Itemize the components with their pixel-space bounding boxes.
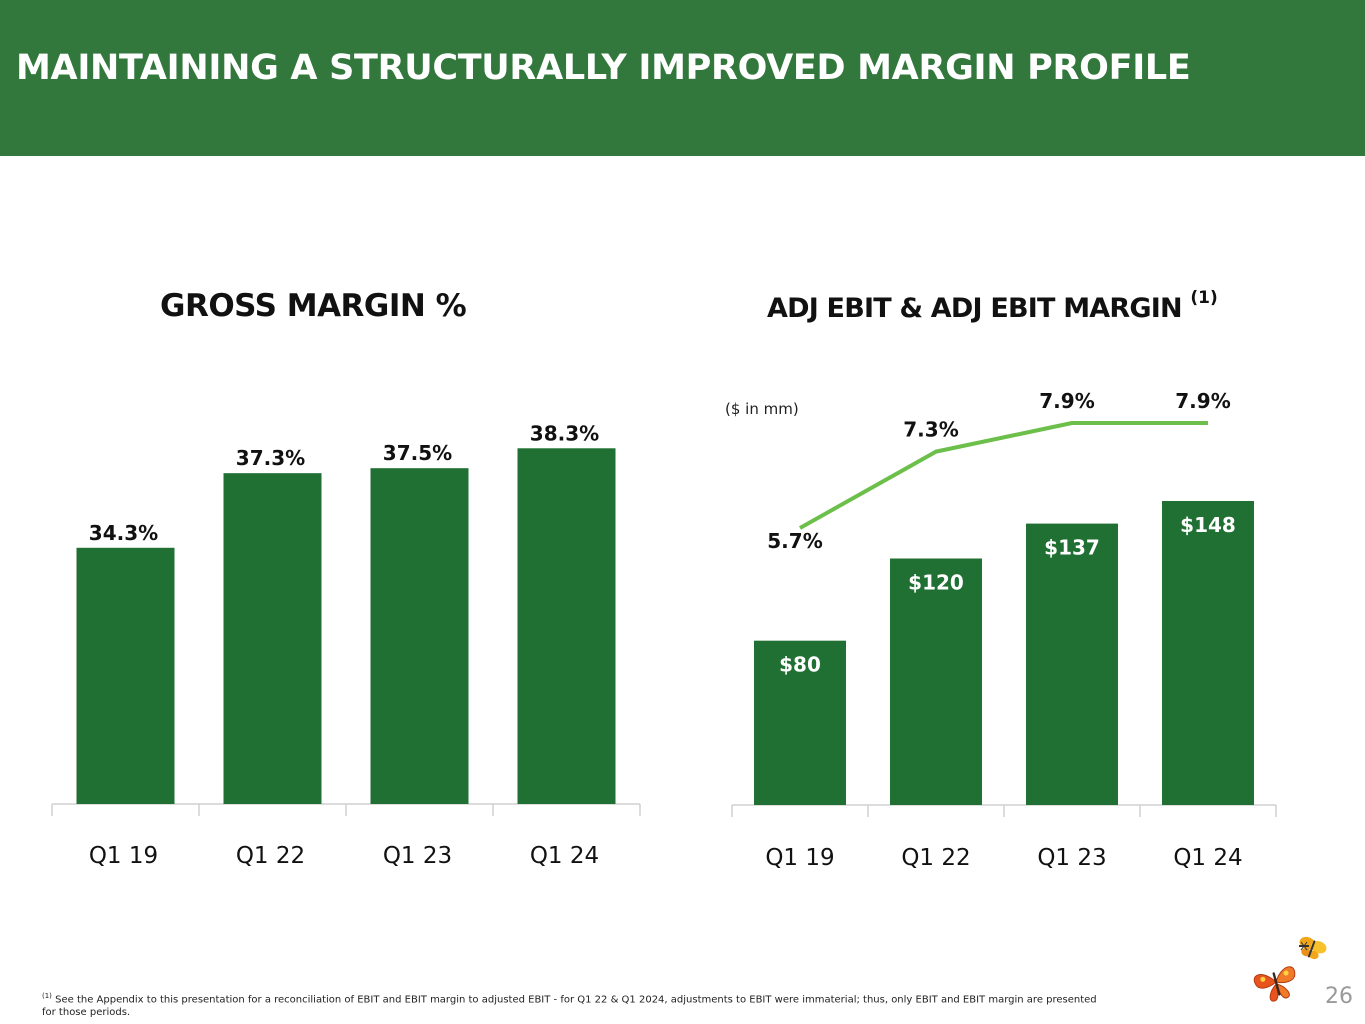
adj-ebit-chart: $80 Q1 19 $120 Q1 22 $137 Q1 23 $148 Q1 24 5.7% 7…	[731, 389, 1277, 871]
gm-bar	[517, 448, 616, 804]
adj-ebit-chart-title: ADJ EBIT & ADJ EBIT MARGIN (1)	[767, 288, 1218, 324]
eb-bar	[1162, 501, 1254, 805]
eb-margin-label: 7.3%	[903, 418, 958, 442]
eb-margin-label: 7.9%	[1175, 389, 1230, 413]
gm-data-label: 37.5%	[383, 441, 452, 465]
page-number: 26	[1325, 984, 1353, 1009]
header-bar: MAINTAINING A STRUCTURALLY IMPROVED MARG…	[0, 0, 1365, 156]
adj-ebit-title-footnote-marker: (1)	[1190, 288, 1218, 308]
gm-data-label: 34.3%	[89, 521, 158, 545]
eb-margin-line	[799, 421, 1208, 530]
eb-category-label: Q1 19	[765, 845, 834, 871]
gm-bar	[76, 547, 175, 804]
gross-margin-chart: 34.3% Q1 19 37.3% Q1 22 37.5% Q1 23 38.3% Q1 24	[51, 421, 641, 869]
footnote: (1) See the Appendix to this presentatio…	[42, 990, 1102, 1019]
eb-bar-label: $80	[779, 653, 821, 677]
gm-data-label: 37.3%	[236, 446, 305, 470]
eb-category-label: Q1 23	[1037, 845, 1106, 871]
gm-category-label: Q1 22	[236, 843, 305, 869]
eb-bar-label: $137	[1044, 536, 1100, 560]
eb-bar-label: $148	[1180, 513, 1236, 537]
page-title: MAINTAINING A STRUCTURALLY IMPROVED MARG…	[16, 48, 1191, 88]
butterfly-logo-icon	[1253, 936, 1327, 1002]
eb-category-label: Q1 24	[1173, 845, 1242, 871]
gm-data-label: 38.3%	[530, 421, 599, 445]
unit-note: ($ in mm)	[725, 400, 799, 418]
eb-bar	[1026, 523, 1118, 805]
gm-bar	[223, 473, 322, 804]
footnote-text: See the Appendix to this presentation fo…	[42, 994, 1097, 1019]
gm-category-label: Q1 19	[89, 843, 158, 869]
gm-category-label: Q1 23	[383, 843, 452, 869]
gm-category-label: Q1 24	[530, 843, 599, 869]
gm-bar	[370, 468, 469, 804]
eb-bar	[890, 558, 982, 805]
eb-margin-label: 7.9%	[1039, 389, 1094, 413]
eb-margin-label: 5.7%	[767, 529, 822, 553]
gross-margin-chart-title: GROSS MARGIN %	[160, 288, 467, 324]
eb-bar-label: $120	[908, 571, 964, 595]
footnote-marker: (1)	[42, 992, 52, 1000]
eb-category-label: Q1 22	[901, 845, 970, 871]
eb-bar	[754, 640, 846, 805]
adj-ebit-title-text: ADJ EBIT & ADJ EBIT MARGIN	[767, 293, 1183, 324]
